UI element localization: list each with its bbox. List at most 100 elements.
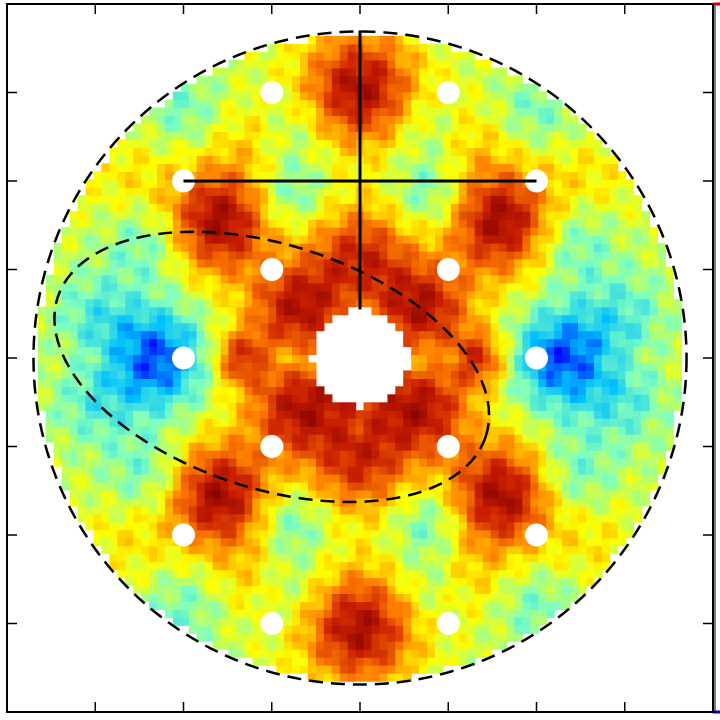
heatmap-cell (307, 410, 317, 419)
heatmap-cell (188, 107, 198, 117)
heatmap-cell (236, 203, 245, 212)
heatmap-cell (125, 450, 134, 459)
heatmap-cell (236, 59, 245, 69)
heatmap-cell (292, 147, 301, 156)
heatmap-cell (474, 187, 484, 196)
heatmap-cell (236, 426, 245, 435)
heatmap-cell (212, 155, 222, 164)
heatmap-cell (212, 91, 222, 101)
heatmap-cell (538, 163, 547, 172)
heatmap-cell (339, 537, 349, 547)
heatmap-cell (212, 266, 222, 276)
heatmap-cell (506, 458, 516, 467)
heatmap-cell (347, 211, 357, 220)
heatmap-cell (165, 155, 174, 164)
heatmap-cell (371, 250, 381, 260)
heatmap-cell (276, 155, 285, 164)
heatmap-cell (403, 529, 412, 539)
heatmap-cell (427, 330, 436, 340)
heatmap-cell (514, 155, 523, 164)
heatmap-cell (395, 601, 404, 610)
heatmap-cell (578, 219, 587, 228)
heatmap-cell (300, 99, 309, 109)
heatmap-cell (593, 235, 603, 244)
heatmap-cell (196, 553, 206, 563)
heatmap-cell (514, 338, 523, 348)
heatmap-cell (419, 67, 428, 77)
heatmap-cell (458, 609, 468, 618)
heatmap-cell (284, 386, 293, 395)
heatmap-cell (220, 115, 230, 125)
heatmap-cell (625, 434, 635, 443)
heatmap-cell (323, 203, 333, 212)
heatmap-cell (403, 497, 412, 507)
heatmap-cell (228, 601, 238, 610)
heatmap-cell (585, 434, 595, 443)
heatmap-cell (157, 338, 166, 348)
heatmap-cell (252, 402, 261, 411)
heatmap-cell (585, 171, 595, 180)
heatmap-cell (93, 481, 103, 491)
heatmap-cell (85, 290, 95, 300)
heatmap-cell (379, 282, 388, 292)
heatmap-cell (538, 282, 547, 292)
heatmap-cell (157, 442, 166, 451)
heatmap-cell (339, 187, 349, 196)
heatmap-cell (180, 91, 190, 101)
heatmap-cell (117, 426, 126, 435)
heatmap-cell (498, 306, 508, 316)
heatmap-cell (538, 370, 547, 379)
heatmap-cell (609, 466, 619, 475)
heatmap-cell (395, 290, 404, 300)
heatmap-cell (125, 131, 134, 140)
heatmap-cell (363, 505, 373, 515)
heatmap-cell (482, 641, 492, 650)
heatmap-cell (474, 489, 484, 499)
heatmap-cell (379, 235, 388, 244)
heatmap-cell (363, 75, 373, 85)
heatmap-cell (490, 601, 500, 610)
heatmap-cell (284, 99, 293, 109)
heatmap-cell (244, 378, 253, 387)
heatmap-cell (307, 338, 317, 348)
heatmap-cell (443, 338, 452, 348)
heatmap-cell (196, 171, 206, 180)
heatmap-cell (474, 179, 484, 188)
heatmap-cell (347, 219, 357, 228)
heatmap-cell (538, 250, 547, 260)
heatmap-cell (228, 75, 238, 85)
heatmap-cell (204, 450, 214, 459)
heatmap-cell (609, 203, 619, 212)
heatmap-cell (522, 298, 531, 308)
heatmap-cell (165, 362, 174, 371)
heatmap-cell (403, 473, 412, 483)
heatmap-cell (125, 466, 134, 475)
heatmap-cell (435, 203, 444, 212)
heatmap-cell (435, 665, 444, 674)
heatmap-cell (474, 266, 484, 276)
heatmap-cell (443, 641, 452, 650)
heatmap-cell (307, 434, 317, 443)
heatmap-cell (609, 306, 619, 316)
heatmap-cell (141, 434, 150, 443)
heatmap-cell (77, 370, 87, 379)
heatmap-cell (141, 513, 150, 523)
heatmap-cell (387, 545, 396, 555)
heatmap-cell (101, 394, 110, 403)
heatmap-cell (157, 314, 166, 324)
heatmap-cell (474, 641, 484, 650)
heatmap-cell (85, 434, 95, 443)
heatmap-cell (204, 481, 214, 491)
heatmap-cell (125, 155, 134, 164)
heatmap-cell (172, 306, 182, 316)
heatmap-cell (562, 107, 571, 117)
heatmap-cell (331, 633, 341, 642)
heatmap-cell (117, 394, 126, 403)
heatmap-cell (212, 219, 222, 228)
heatmap-cell (252, 314, 261, 324)
heatmap-cell (578, 266, 587, 276)
heatmap-cell (69, 314, 79, 324)
heatmap-cell (37, 394, 47, 403)
heatmap-cell (570, 338, 579, 348)
heatmap-cell (490, 545, 500, 555)
